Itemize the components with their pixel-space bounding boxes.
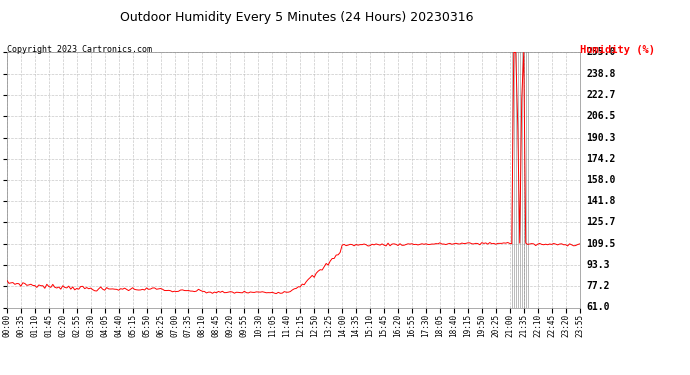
Text: 125.7: 125.7 (586, 217, 616, 228)
Text: 238.8: 238.8 (586, 69, 616, 79)
Text: 158.0: 158.0 (586, 175, 616, 185)
Text: 109.5: 109.5 (586, 239, 616, 249)
Text: 190.3: 190.3 (586, 132, 616, 142)
Text: Outdoor Humidity Every 5 Minutes (24 Hours) 20230316: Outdoor Humidity Every 5 Minutes (24 Hou… (120, 11, 473, 24)
Text: 174.2: 174.2 (586, 154, 616, 164)
Text: 93.3: 93.3 (586, 260, 610, 270)
Text: 77.2: 77.2 (586, 281, 610, 291)
Text: 141.8: 141.8 (586, 196, 616, 206)
Text: 61.0: 61.0 (586, 303, 610, 312)
Text: Humidity (%): Humidity (%) (580, 45, 655, 55)
Text: 222.7: 222.7 (586, 90, 616, 100)
Text: 206.5: 206.5 (586, 111, 616, 121)
Text: Copyright 2023 Cartronics.com: Copyright 2023 Cartronics.com (7, 45, 152, 54)
Text: 255.0: 255.0 (586, 48, 616, 57)
